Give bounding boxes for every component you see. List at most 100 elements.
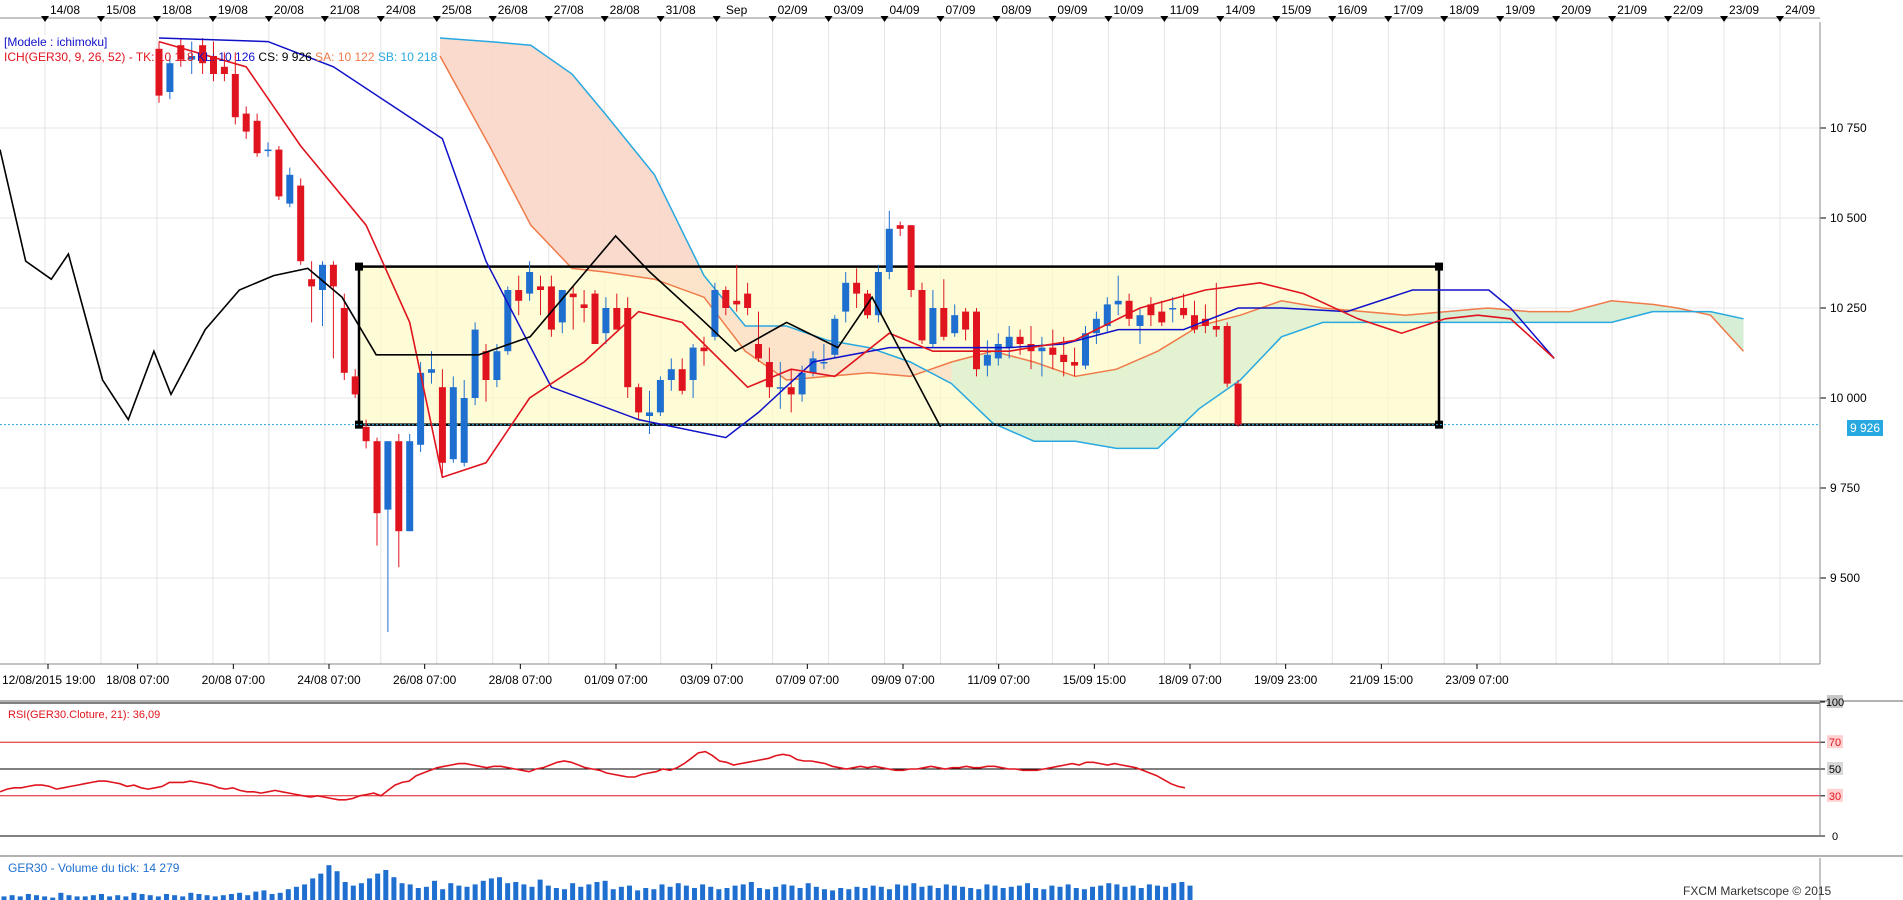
candle-up xyxy=(384,441,392,510)
volume-bar xyxy=(951,885,957,900)
volume-bar xyxy=(228,894,234,900)
volume-bar xyxy=(578,886,584,900)
top-date-label: 25/08 xyxy=(442,3,472,17)
volume-bar xyxy=(432,880,438,900)
top-date-label: 22/09 xyxy=(1673,3,1703,17)
volume-bar xyxy=(407,884,413,900)
candle-up xyxy=(929,308,937,344)
candle-down xyxy=(1212,326,1220,330)
x-time-label: 12/08/2015 19:00 xyxy=(2,673,96,687)
legend: [Modele : ichimoku] ICH(GER30, 9, 26, 52… xyxy=(4,35,437,65)
volume-panel xyxy=(0,855,1903,900)
cloud-bullish-overlay xyxy=(951,300,1744,449)
volume-bar xyxy=(269,894,275,900)
candle-up xyxy=(188,56,196,60)
volume-bar xyxy=(261,890,267,900)
top-date-marker xyxy=(544,16,553,22)
cloud-bearish-overlay xyxy=(440,38,952,384)
top-date-marker xyxy=(936,16,945,22)
top-date-marker xyxy=(320,16,329,22)
volume-bar xyxy=(440,889,446,900)
rsi-tick-bg xyxy=(1827,735,1843,749)
volume-bar xyxy=(277,892,283,900)
candle-down xyxy=(755,344,762,359)
rsi-line xyxy=(0,750,1186,801)
candle-up xyxy=(286,174,294,204)
volume-bar xyxy=(155,896,161,900)
volume-bar xyxy=(610,889,616,900)
volume-label: GER30 - Volume du tick: 14 279 xyxy=(8,861,180,875)
volume-bar xyxy=(537,879,543,900)
volume-bar xyxy=(212,896,218,900)
top-date-label: 31/08 xyxy=(666,3,696,17)
top-date-label: 23/09 xyxy=(1729,3,1759,17)
legend-model: [Modele : ichimoku] xyxy=(4,35,108,49)
top-date-label: 08/09 xyxy=(1001,3,1031,17)
candle-up xyxy=(526,272,534,294)
x-time-label: 09/09 07:00 xyxy=(871,673,935,687)
volume-bar xyxy=(204,895,210,900)
volume-bar xyxy=(586,884,592,900)
volume-bar xyxy=(464,886,470,900)
top-date-marker xyxy=(432,16,441,22)
volume-bar xyxy=(830,890,836,900)
top-date-label: 21/09 xyxy=(1617,3,1647,17)
candle-up xyxy=(504,290,512,352)
legend-sa: SA: 10 122 xyxy=(315,50,375,64)
chikou-span-line xyxy=(0,149,942,428)
candle-down xyxy=(1223,326,1231,384)
top-date-marker xyxy=(41,16,50,22)
volume-bar xyxy=(635,890,641,900)
senkou-span-b-line xyxy=(439,37,1744,450)
volume-bar xyxy=(602,880,608,900)
volume-bar xyxy=(708,886,714,900)
candle-down xyxy=(231,74,239,118)
candle-down xyxy=(1234,383,1242,425)
volume-bar xyxy=(838,888,844,900)
candle-up xyxy=(656,380,664,413)
volume-bar xyxy=(302,884,308,900)
candle-down xyxy=(297,185,305,262)
candle-up xyxy=(798,372,806,395)
top-date-axis: 14/08 15/08 18/08 19/08 20/08 21/08 24/08 25/08… xyxy=(0,0,1903,22)
top-date-label: 24/09 xyxy=(1785,3,1815,17)
candle-up xyxy=(885,228,893,272)
volume-bar xyxy=(82,896,88,900)
volume-bar xyxy=(521,884,527,900)
volume-bar xyxy=(1033,888,1039,900)
candle-up xyxy=(1136,315,1144,326)
volume-bar xyxy=(90,895,96,900)
volume-bar xyxy=(1025,883,1031,900)
volume-bar xyxy=(862,888,868,900)
volume-bar xyxy=(943,884,949,900)
rsi-tick-bg xyxy=(1827,788,1843,802)
volume-bar xyxy=(1146,884,1152,900)
candle-down xyxy=(340,308,348,373)
top-date-label: 19/09 xyxy=(1505,3,1535,17)
top-date-marker xyxy=(264,16,273,22)
candle-up xyxy=(460,398,468,463)
volume-bar xyxy=(107,896,113,900)
volume-bar xyxy=(846,889,852,900)
candle-down xyxy=(1071,362,1079,366)
candle-down xyxy=(700,347,708,352)
candle-up xyxy=(602,308,610,334)
candle-down xyxy=(220,66,228,74)
candle-down xyxy=(765,362,773,388)
volume-bar xyxy=(659,884,665,900)
rsi-label: RSI(GER30.Cloture, 21): 36,09 xyxy=(8,709,161,721)
top-date-marker xyxy=(376,16,385,22)
x-time-label: 28/08 07:00 xyxy=(489,673,553,687)
volume-bar xyxy=(188,892,194,900)
top-date-label: 27/08 xyxy=(554,3,584,17)
candle-down xyxy=(973,311,980,370)
top-date-marker xyxy=(1104,16,1113,22)
volume-bar xyxy=(618,886,624,900)
candle-down xyxy=(275,149,283,197)
volume-bar xyxy=(984,884,990,900)
volume-bar xyxy=(131,892,137,900)
volume-bar xyxy=(147,895,153,900)
top-date-label: 03/09 xyxy=(834,3,864,17)
volume-bar xyxy=(870,885,876,900)
candle-down xyxy=(1201,318,1209,326)
